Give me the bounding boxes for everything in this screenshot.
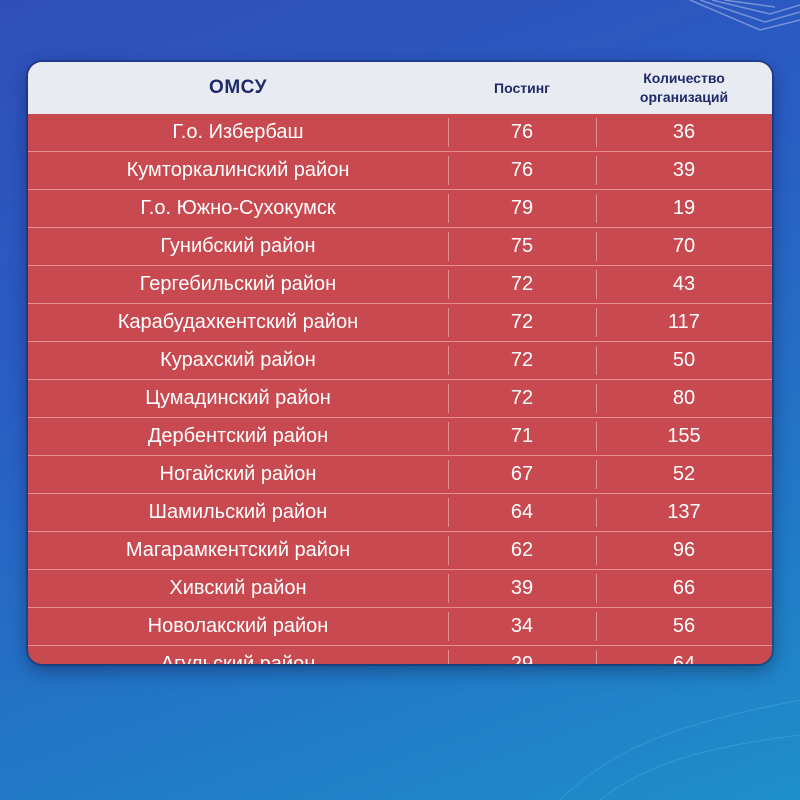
- column-divider: [448, 270, 449, 299]
- row-org-count-cell: 19: [672, 197, 696, 219]
- row-posting-cell: 79: [510, 197, 534, 219]
- column-divider: [596, 422, 597, 451]
- table-row: Агульский район 29 64: [28, 645, 772, 664]
- row-org-count-cell: 50: [672, 349, 696, 371]
- column-divider: [596, 612, 597, 641]
- row-name-cell: Ногайский район: [159, 463, 317, 485]
- row-org-count-cell: 70: [672, 235, 696, 257]
- row-org-count-cell: 80: [672, 387, 696, 409]
- row-org-count-cell: 43: [672, 273, 696, 295]
- row-posting-cell: 71: [510, 425, 534, 447]
- row-name-cell: Кумторкалинский район: [126, 159, 350, 181]
- row-org-count-cell: 66: [672, 577, 696, 599]
- column-divider: [448, 194, 449, 223]
- row-name-cell: Магарамкентский район: [125, 539, 351, 561]
- table-row: Цумадинский район 72 80: [28, 379, 772, 417]
- row-posting-cell: 76: [510, 121, 534, 143]
- table-row: Ногайский район 67 52: [28, 455, 772, 493]
- header-org-count-line2: организаций: [639, 89, 729, 105]
- row-name-cell: Агульский район: [160, 653, 316, 664]
- column-divider: [596, 270, 597, 299]
- column-divider: [448, 612, 449, 641]
- table-row: Новолакский район 34 56: [28, 607, 772, 645]
- row-posting-cell: 39: [510, 577, 534, 599]
- table-row: Гунибский район 75 70: [28, 227, 772, 265]
- row-org-count-cell: 36: [672, 121, 696, 143]
- row-org-count-cell: 137: [667, 501, 701, 523]
- column-divider: [448, 346, 449, 375]
- column-divider: [596, 194, 597, 223]
- table-row: Магарамкентский район 62 96: [28, 531, 772, 569]
- column-divider: [596, 308, 597, 337]
- column-divider: [596, 498, 597, 527]
- row-name-cell: Новолакский район: [147, 615, 329, 637]
- column-divider: [596, 650, 597, 664]
- column-divider: [596, 536, 597, 565]
- table-row: Шамильский район 64 137: [28, 493, 772, 531]
- table-header: ОМСУ Постинг Количество организаций: [28, 62, 772, 114]
- column-divider: [596, 232, 597, 261]
- table-row: Гергебильский район 72 43: [28, 265, 772, 303]
- row-org-count-cell: 64: [672, 653, 696, 664]
- row-posting-cell: 72: [510, 349, 534, 371]
- table-row: Г.о. Избербаш 76 36: [28, 114, 772, 151]
- column-divider: [596, 574, 597, 603]
- column-divider: [596, 460, 597, 489]
- column-divider: [448, 460, 449, 489]
- table-row: Карабудахкентский район 72 117: [28, 303, 772, 341]
- column-divider: [448, 422, 449, 451]
- table-row: Г.о. Южно-Сухокумск 79 19: [28, 189, 772, 227]
- column-divider: [448, 498, 449, 527]
- row-name-cell: Гунибский район: [160, 235, 316, 257]
- column-divider: [448, 308, 449, 337]
- row-name-cell: Дербентский район: [147, 425, 329, 447]
- header-org-count: Количество организаций: [596, 69, 772, 107]
- table-row: Дербентский район 71 155: [28, 417, 772, 455]
- row-org-count-cell: 52: [672, 463, 696, 485]
- row-posting-cell: 62: [510, 539, 534, 561]
- row-org-count-cell: 96: [672, 539, 696, 561]
- row-org-count-cell: 155: [667, 425, 701, 447]
- row-name-cell: Г.о. Южно-Сухокумск: [140, 197, 336, 219]
- column-divider: [448, 536, 449, 565]
- row-posting-cell: 76: [510, 159, 534, 181]
- row-posting-cell: 72: [510, 273, 534, 295]
- row-posting-cell: 64: [510, 501, 534, 523]
- column-divider: [448, 118, 449, 147]
- column-divider: [448, 574, 449, 603]
- table-row: Кумторкалинский район 76 39: [28, 151, 772, 189]
- column-divider: [596, 118, 597, 147]
- row-posting-cell: 67: [510, 463, 534, 485]
- row-name-cell: Цумадинский район: [145, 387, 331, 409]
- column-divider: [448, 650, 449, 664]
- row-name-cell: Курахский район: [160, 349, 316, 371]
- header-omsu: ОМСУ: [209, 77, 267, 98]
- column-divider: [448, 384, 449, 413]
- row-name-cell: Шамильский район: [148, 501, 328, 523]
- data-table: ОМСУ Постинг Количество организаций Г.о.…: [28, 62, 772, 664]
- row-org-count-cell: 117: [668, 311, 700, 333]
- table-row: Курахский район 72 50: [28, 341, 772, 379]
- row-posting-cell: 72: [510, 387, 534, 409]
- row-org-count-cell: 56: [672, 615, 696, 637]
- row-posting-cell: 29: [510, 653, 534, 664]
- row-name-cell: Г.о. Избербаш: [172, 121, 304, 143]
- row-posting-cell: 34: [510, 615, 534, 637]
- row-posting-cell: 72: [510, 311, 534, 333]
- table-body: Г.о. Избербаш 76 36 Кумторкалинский район 76…: [28, 114, 772, 664]
- table-row: Хивский район 39 66: [28, 569, 772, 607]
- header-posting: Постинг: [494, 80, 550, 96]
- column-divider: [448, 232, 449, 261]
- row-org-count-cell: 39: [672, 159, 696, 181]
- column-divider: [448, 156, 449, 185]
- column-divider: [596, 346, 597, 375]
- column-divider: [596, 156, 597, 185]
- row-posting-cell: 75: [510, 235, 534, 257]
- header-org-count-line1: Количество: [643, 70, 725, 86]
- row-name-cell: Карабудахкентский район: [117, 311, 359, 333]
- row-name-cell: Гергебильский район: [139, 273, 337, 295]
- row-name-cell: Хивский район: [169, 577, 307, 599]
- column-divider: [596, 384, 597, 413]
